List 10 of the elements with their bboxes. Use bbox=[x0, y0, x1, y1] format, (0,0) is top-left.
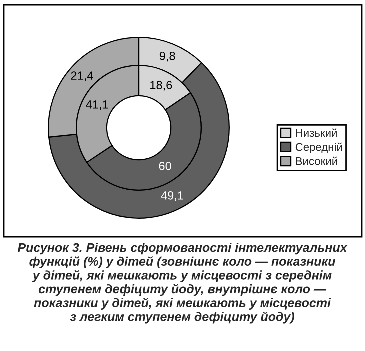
legend-label: Високий bbox=[296, 156, 338, 166]
data-label: 18,6 bbox=[150, 81, 172, 91]
data-label: 9,8 bbox=[160, 52, 176, 62]
legend-label: Низький bbox=[296, 128, 337, 138]
data-label: 21,4 bbox=[71, 72, 94, 82]
text: Рисунок 3. Рівень сформованості інтелектуальних функцій (%) у дітей (зовнішнє коло — показники у дітей, які мешкають у місцевості з середнім ступенем дефіциту йоду, внутрішнє коло — показники у дітей, які мешкають у місцевості з легким ступенем дефіциту йоду) bbox=[18, 243, 348, 324]
data-label: 41,1 bbox=[86, 100, 108, 110]
data-label: 49,1 bbox=[161, 191, 184, 202]
legend-label: Середній bbox=[296, 142, 342, 154]
data-label: 60 bbox=[159, 162, 172, 170]
